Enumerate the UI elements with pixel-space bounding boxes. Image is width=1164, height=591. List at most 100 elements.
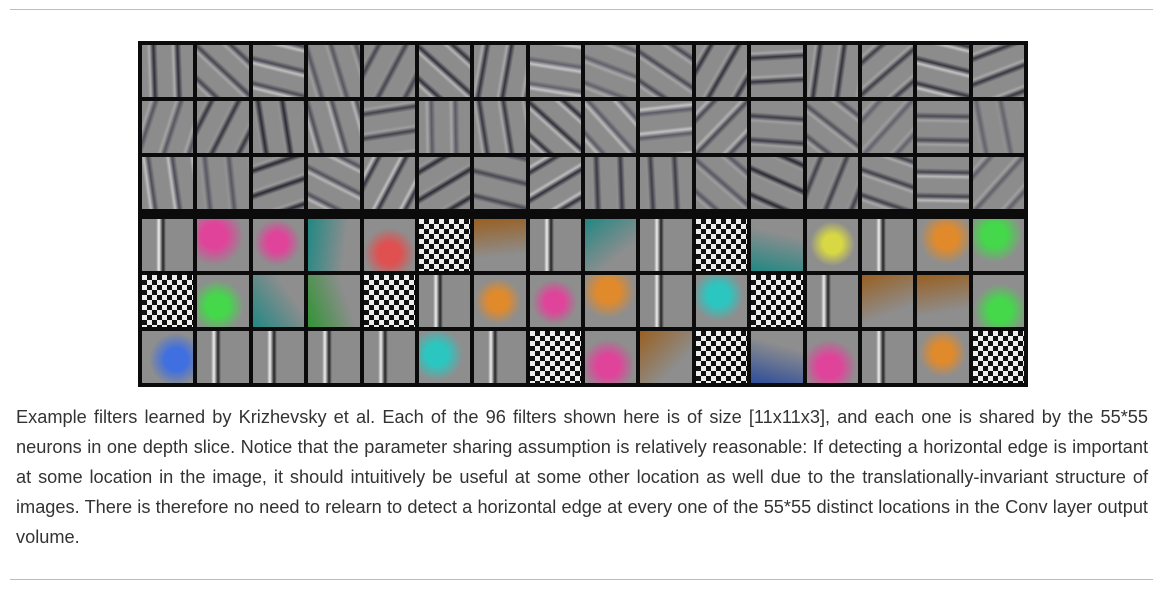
filter-thumbnail — [252, 219, 305, 271]
filter-grid — [138, 41, 1028, 387]
top-divider — [10, 9, 1153, 10]
filter-thumbnail — [695, 101, 748, 153]
filter-thumbnail — [751, 101, 803, 153]
filter-thumbnail — [640, 275, 692, 327]
filter-thumbnail — [308, 157, 360, 209]
filter-thumbnail — [529, 331, 581, 383]
filter-thumbnail — [142, 275, 194, 327]
filter-thumbnail — [142, 219, 194, 271]
filter-grid-figure — [138, 41, 1028, 387]
filter-thumbnail — [474, 331, 526, 383]
filter-thumbnail — [142, 331, 194, 383]
filter-thumbnail — [474, 45, 526, 97]
filter-thumbnail — [972, 101, 1024, 153]
filter-thumbnail — [308, 219, 360, 271]
filter-thumbnail — [142, 157, 194, 209]
filter-thumbnail — [585, 157, 637, 209]
filter-thumbnail — [529, 275, 581, 327]
filter-thumbnail — [252, 101, 305, 153]
filter-thumbnail — [861, 331, 914, 383]
filter-thumbnail — [363, 275, 415, 327]
filter-thumbnail — [861, 275, 914, 327]
filter-thumbnail — [751, 219, 803, 271]
filter-thumbnail — [418, 101, 471, 153]
filter-thumbnail — [917, 331, 969, 383]
filter-thumbnail — [197, 101, 249, 153]
filter-thumbnail — [861, 157, 914, 209]
filter-thumbnail — [252, 331, 305, 383]
filter-thumbnail — [861, 101, 914, 153]
filter-thumbnail — [585, 275, 637, 327]
filter-thumbnail — [363, 45, 415, 97]
filter-thumbnail — [363, 101, 415, 153]
filter-thumbnail — [751, 45, 803, 97]
filter-thumbnail — [861, 45, 914, 97]
filter-thumbnail — [363, 157, 415, 209]
filter-thumbnail — [142, 101, 194, 153]
filter-thumbnail — [308, 45, 360, 97]
filter-thumbnail — [917, 157, 969, 209]
figure-caption: Example filters learned by Krizhevsky et… — [16, 407, 1148, 547]
filter-thumbnail — [640, 101, 692, 153]
filter-thumbnail — [252, 157, 305, 209]
filter-thumbnail — [640, 219, 692, 271]
filter-thumbnail — [751, 331, 803, 383]
filter-thumbnail — [972, 157, 1024, 209]
filter-thumbnail — [363, 219, 415, 271]
filter-thumbnail — [806, 101, 858, 153]
filter-thumbnail — [585, 331, 637, 383]
filter-thumbnail — [751, 157, 803, 209]
filter-thumbnail — [585, 101, 637, 153]
filter-thumbnail — [197, 331, 249, 383]
filter-thumbnail — [806, 157, 858, 209]
filter-thumbnail — [197, 219, 249, 271]
filter-thumbnail — [252, 275, 305, 327]
filter-thumbnail — [917, 275, 969, 327]
filter-thumbnail — [197, 45, 249, 97]
filter-thumbnail — [695, 331, 748, 383]
filter-thumbnail — [972, 45, 1024, 97]
filter-thumbnail — [197, 275, 249, 327]
filter-thumbnail — [640, 157, 692, 209]
filter-thumbnail — [308, 275, 360, 327]
filter-thumbnail — [695, 45, 748, 97]
filter-thumbnail — [640, 45, 692, 97]
filter-thumbnail — [418, 45, 471, 97]
filter-thumbnail — [197, 157, 249, 209]
filter-thumbnail — [529, 157, 581, 209]
filter-thumbnail — [972, 219, 1024, 271]
filter-thumbnail — [917, 45, 969, 97]
filter-thumbnail — [252, 45, 305, 97]
filter-thumbnail — [585, 219, 637, 271]
filter-thumbnail — [695, 219, 748, 271]
filter-thumbnail — [972, 275, 1024, 327]
filter-thumbnail — [695, 157, 748, 209]
filter-thumbnail — [529, 219, 581, 271]
filter-thumbnail — [917, 219, 969, 271]
filter-thumbnail — [142, 45, 194, 97]
filter-thumbnail — [418, 219, 471, 271]
filter-thumbnail — [474, 219, 526, 271]
filter-thumbnail — [474, 101, 526, 153]
filter-thumbnail — [418, 331, 471, 383]
filter-thumbnail — [806, 331, 858, 383]
filter-thumbnail — [308, 101, 360, 153]
filter-thumbnail — [640, 331, 692, 383]
filter-thumbnail — [806, 275, 858, 327]
filter-thumbnail — [418, 275, 471, 327]
filter-thumbnail — [474, 157, 526, 209]
filter-thumbnail — [529, 45, 581, 97]
filter-thumbnail — [917, 101, 969, 153]
filter-thumbnail — [363, 331, 415, 383]
bottom-divider — [10, 579, 1153, 580]
filter-thumbnail — [529, 101, 581, 153]
filter-thumbnail — [585, 45, 637, 97]
filter-thumbnail — [806, 45, 858, 97]
filter-thumbnail — [474, 275, 526, 327]
filter-thumbnail — [972, 331, 1024, 383]
filter-thumbnail — [861, 219, 914, 271]
filter-thumbnail — [806, 219, 858, 271]
filter-thumbnail — [418, 157, 471, 209]
filter-thumbnail — [751, 275, 803, 327]
filter-thumbnail — [308, 331, 360, 383]
